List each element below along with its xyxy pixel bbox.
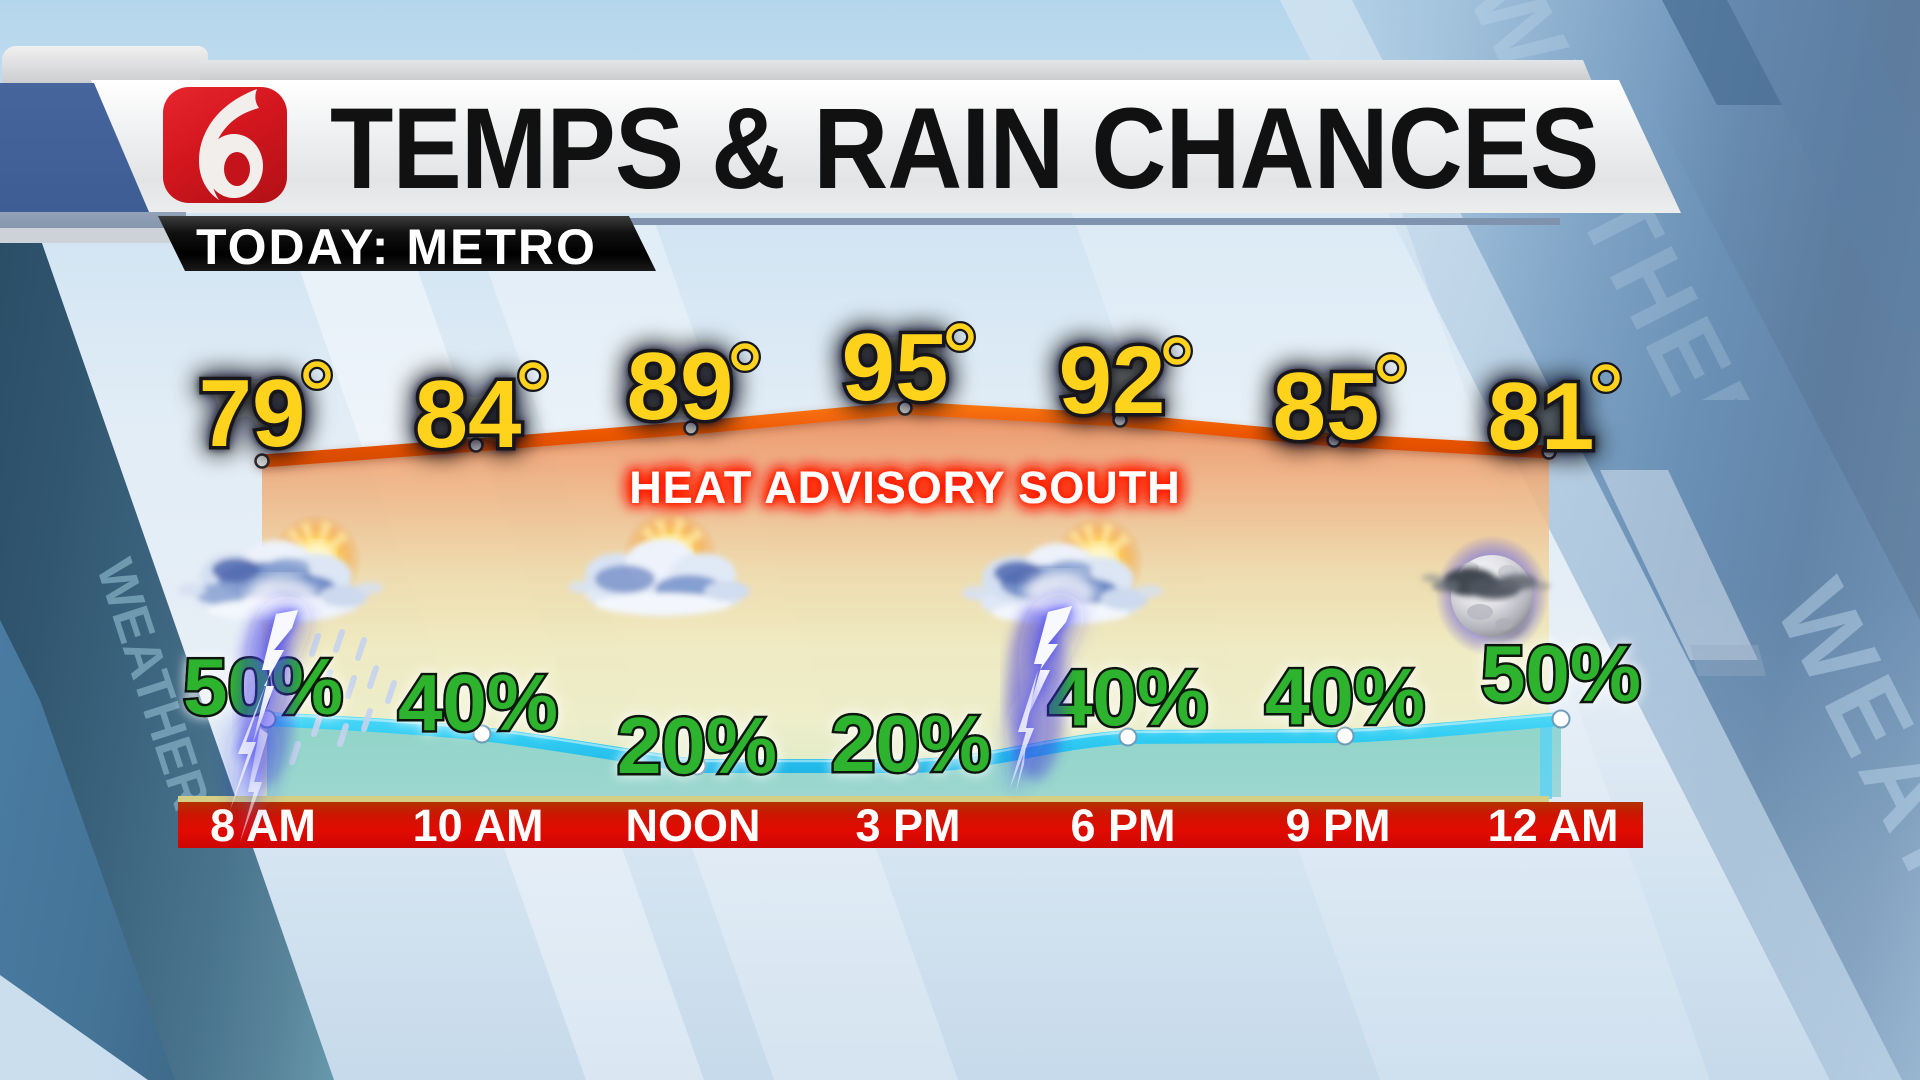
- svg-text:NOON: NOON: [626, 800, 761, 851]
- svg-text:20%: 20%: [617, 701, 777, 790]
- svg-text:84: 84: [415, 361, 522, 468]
- svg-text:92: 92: [1059, 327, 1166, 434]
- svg-text:81: 81: [1488, 363, 1595, 470]
- svg-text:40%: 40%: [398, 658, 558, 747]
- svg-text:10 AM: 10 AM: [413, 800, 544, 851]
- svg-text:40%: 40%: [1265, 652, 1425, 741]
- svg-text:9 PM: 9 PM: [1285, 800, 1390, 851]
- svg-text:95: 95: [842, 314, 949, 421]
- svg-text:12 AM: 12 AM: [1488, 800, 1619, 851]
- svg-text:HEAT ADVISORY SOUTH: HEAT ADVISORY SOUTH: [629, 462, 1181, 513]
- svg-text:79: 79: [199, 360, 306, 467]
- svg-text:20%: 20%: [831, 699, 991, 788]
- svg-text:8 AM: 8 AM: [210, 800, 316, 851]
- svg-text:3 PM: 3 PM: [855, 800, 960, 851]
- svg-text:50%: 50%: [1481, 629, 1641, 718]
- svg-text:89: 89: [627, 333, 734, 440]
- svg-text:6 PM: 6 PM: [1070, 800, 1175, 851]
- svg-text:40%: 40%: [1048, 653, 1208, 742]
- svg-text:85: 85: [1273, 353, 1380, 460]
